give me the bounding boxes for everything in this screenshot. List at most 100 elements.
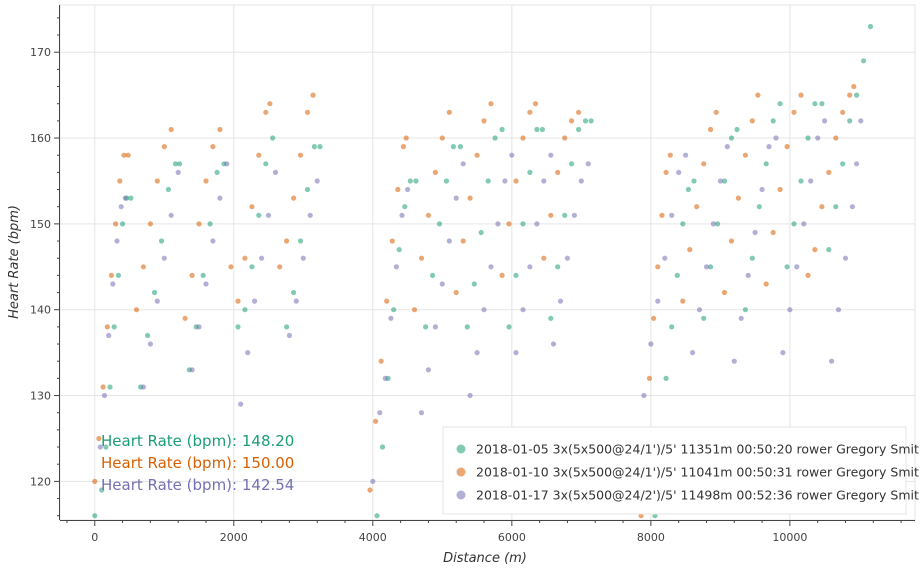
data-point <box>724 144 730 150</box>
data-point <box>297 238 304 244</box>
data-point <box>175 169 181 175</box>
x-axis-title: Distance (m) <box>443 551 527 566</box>
data-point <box>200 272 206 278</box>
data-point <box>527 169 533 175</box>
data-point <box>457 144 463 150</box>
data-point <box>703 264 710 270</box>
data-point <box>395 186 401 193</box>
data-point <box>272 169 279 175</box>
data-point <box>766 144 772 150</box>
data-point <box>488 264 494 270</box>
data-point <box>527 109 533 115</box>
data-point <box>829 358 835 364</box>
data-point <box>787 307 793 313</box>
y-tick-label: 160 <box>30 132 51 145</box>
data-point <box>801 221 807 227</box>
data-point <box>550 341 557 347</box>
data-point <box>663 169 669 175</box>
data-point <box>696 307 703 313</box>
legend-marker <box>456 490 466 500</box>
data-point <box>576 126 582 133</box>
data-point <box>277 264 283 270</box>
data-point <box>548 212 554 218</box>
x-tick-label: 8000 <box>637 531 665 544</box>
data-point <box>555 169 561 175</box>
data-point <box>118 204 124 210</box>
data-point <box>413 178 419 184</box>
data-point <box>111 324 117 330</box>
data-point <box>158 238 165 244</box>
data-point <box>300 255 306 261</box>
data-point <box>128 195 134 201</box>
data-point <box>851 83 857 90</box>
data-point <box>770 229 776 236</box>
data-point <box>840 161 846 167</box>
data-point <box>113 221 119 227</box>
tick-labels: 0 2000 4000 6000 8000 10000 120 130 140 150 160 170 <box>30 46 807 544</box>
data-point <box>259 255 265 261</box>
data-point <box>502 178 508 184</box>
data-point <box>249 264 255 270</box>
data-point <box>534 126 540 133</box>
data-point <box>742 307 749 313</box>
data-point <box>728 135 735 141</box>
data-point <box>854 92 860 98</box>
data-points <box>92 23 874 519</box>
data-point <box>467 195 473 201</box>
data-point <box>165 186 171 193</box>
data-point <box>663 375 669 381</box>
data-point <box>297 152 304 158</box>
data-point <box>648 341 654 347</box>
data-point <box>189 367 195 373</box>
data-point <box>685 186 692 193</box>
data-point <box>450 144 456 150</box>
data-point <box>133 307 140 313</box>
legend-marker <box>456 467 466 477</box>
data-point <box>833 204 839 210</box>
series-1-points <box>92 23 874 519</box>
data-point <box>708 126 714 133</box>
data-point <box>203 178 209 184</box>
data-point <box>228 264 234 270</box>
data-point <box>485 178 491 184</box>
data-point <box>506 324 512 330</box>
data-point <box>585 161 591 167</box>
data-point <box>562 212 568 218</box>
data-point <box>92 478 98 484</box>
data-point <box>708 264 714 270</box>
data-point <box>425 212 431 218</box>
data-point <box>641 392 647 399</box>
data-point <box>798 92 804 98</box>
data-point <box>374 513 380 519</box>
data-point <box>667 152 673 158</box>
data-point <box>513 350 519 356</box>
data-point <box>224 161 230 167</box>
data-point <box>701 161 707 167</box>
data-point <box>701 315 707 321</box>
data-point <box>481 118 487 124</box>
data-point <box>314 178 320 184</box>
legend-label: 2018-01-10 3x(5x500@24/1')/5' 11041m 00:… <box>476 465 920 480</box>
data-point <box>270 135 276 141</box>
data-point <box>168 212 174 218</box>
data-point <box>509 152 515 158</box>
data-point <box>154 298 160 304</box>
data-point <box>499 126 505 133</box>
data-point <box>263 109 269 115</box>
data-point <box>443 178 450 184</box>
data-point <box>235 298 241 304</box>
data-point <box>791 109 797 115</box>
data-point <box>794 264 800 270</box>
data-point <box>317 144 323 150</box>
data-point <box>759 186 765 193</box>
data-point <box>405 186 411 193</box>
data-point <box>721 289 728 296</box>
data-point <box>749 255 755 261</box>
data-point <box>177 161 183 167</box>
data-point <box>691 178 697 184</box>
data-point <box>99 487 105 493</box>
data-point <box>815 135 821 141</box>
data-point <box>122 195 128 201</box>
data-point <box>478 229 484 236</box>
data-point <box>467 392 473 399</box>
